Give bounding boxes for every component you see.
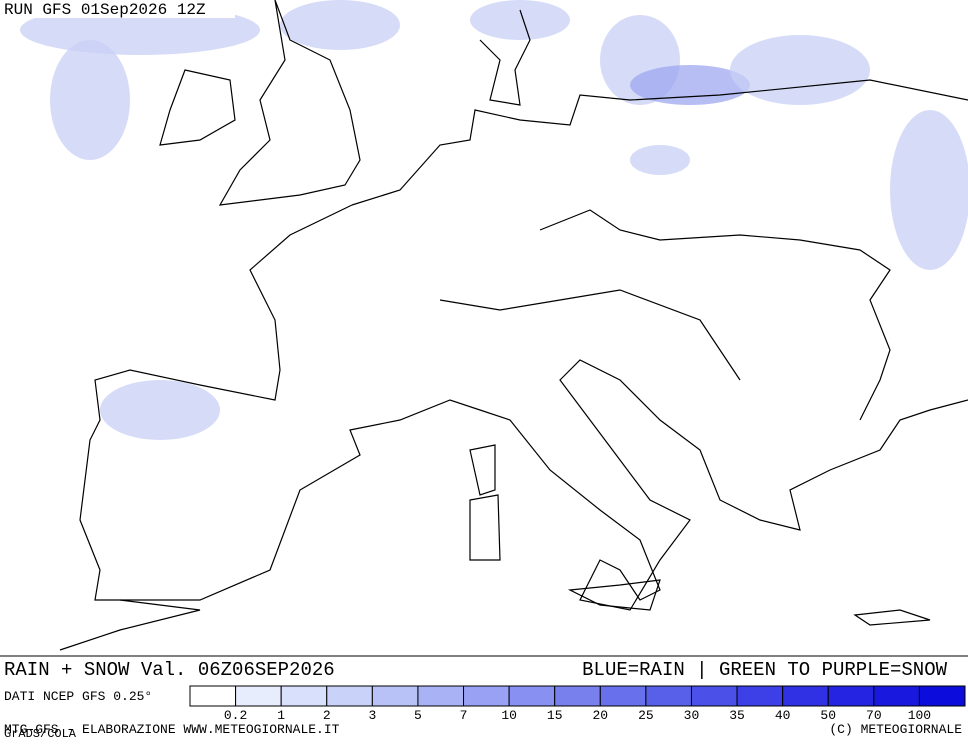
legend-label: 20 (592, 708, 608, 723)
legend-swatch (189, 685, 237, 707)
legend-label: 3 (368, 708, 376, 723)
color-legend: 0.2 1 2 3 5 7 10 15 20 25 30 35 40 50 70 100 (189, 685, 966, 723)
legend-label: 1 (277, 708, 285, 723)
grads-label: GrADS/COLA (4, 727, 77, 741)
legend-label: 7 (460, 708, 468, 723)
legend-swatch (736, 685, 784, 707)
legend-swatch (873, 685, 920, 707)
header-box (0, 0, 235, 18)
credit: MTG-GFS - ELABORAZIONE WWW.METEOGIORNALE… (4, 722, 340, 737)
legend-swatch (554, 685, 601, 707)
legend-label: 30 (684, 708, 700, 723)
coastlines (59, 0, 968, 651)
run-label: RUN GFS 01Sep2026 12Z (4, 1, 206, 19)
legend-swatch (599, 685, 647, 707)
legend-label: 35 (729, 708, 745, 723)
legend-swatch (417, 685, 465, 707)
legend-label: 100 (908, 708, 931, 723)
legend-label: 10 (501, 708, 517, 723)
legend-swatch (827, 685, 875, 707)
legend-swatch (235, 685, 282, 707)
legend-swatch (645, 685, 692, 707)
legend-swatch (280, 685, 328, 707)
legend-label: 5 (414, 708, 422, 723)
legend-label: 0.2 (224, 708, 247, 723)
legend-swatch (690, 685, 738, 707)
precipitation (20, 0, 968, 440)
legend-label: 70 (866, 708, 882, 723)
legend-swatch (782, 685, 829, 707)
legend-label: 15 (547, 708, 563, 723)
legend-label: 40 (775, 708, 791, 723)
legend-swatch (463, 685, 510, 707)
map-title: RAIN + SNOW Val. 06Z06SEP2026 (4, 659, 335, 681)
legend-swatch (918, 685, 966, 707)
legend-label: 50 (820, 708, 836, 723)
source: DATI NCEP GFS 0.25° (4, 689, 152, 704)
legend-label: 2 (323, 708, 331, 723)
legend-swatch (508, 685, 556, 707)
copyright: (C) METEOGIORNALE (829, 722, 962, 737)
legend-key: BLUE=RAIN | GREEN TO PURPLE=SNOW (582, 659, 947, 681)
legend-swatch (371, 685, 419, 707)
legend-swatch (326, 685, 373, 707)
legend-label: 25 (638, 708, 654, 723)
